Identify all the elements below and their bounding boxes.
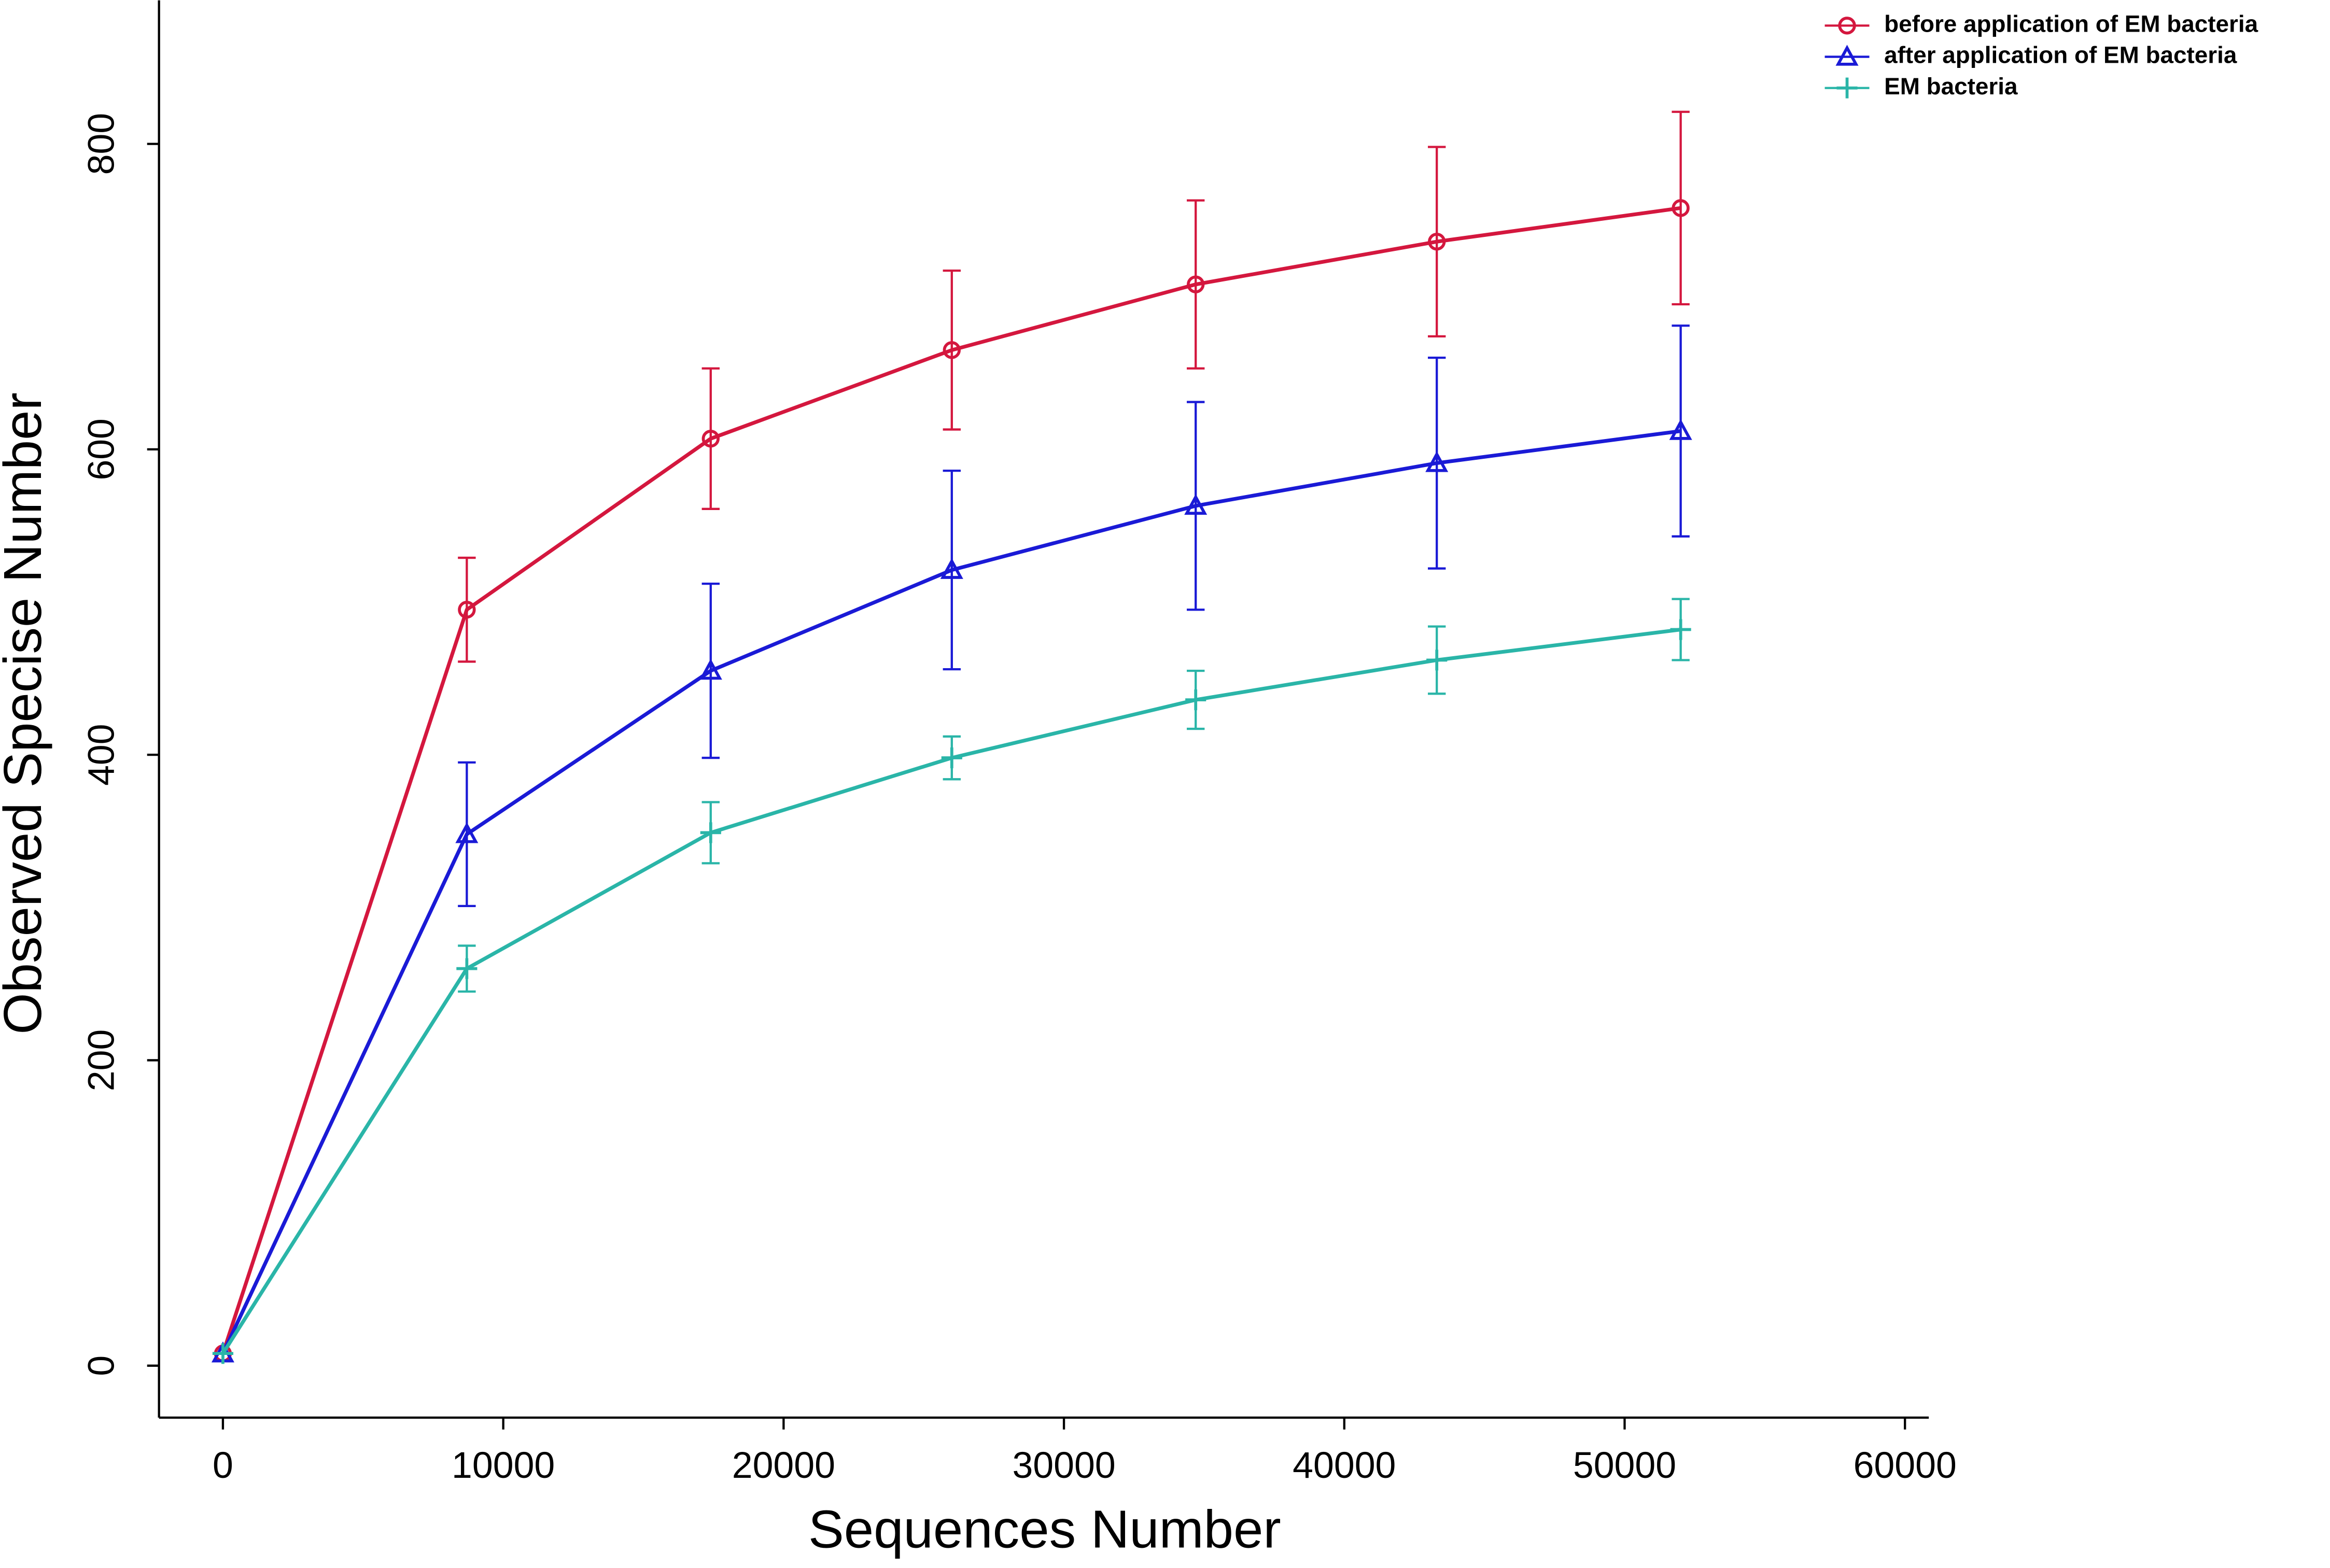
legend-marker (1836, 77, 1858, 98)
error-bar (701, 583, 720, 759)
point (1187, 275, 1205, 293)
point (456, 958, 478, 979)
point (1184, 493, 1208, 515)
error-bar (1428, 356, 1446, 570)
point (940, 558, 963, 579)
error-bar (1187, 199, 1205, 370)
point (1426, 649, 1448, 671)
y-tick-label: 0 (81, 1355, 122, 1376)
point (1670, 619, 1691, 640)
x-tick-label: 20000 (732, 1445, 835, 1486)
error-bar (701, 367, 720, 510)
x-tick-label: 40000 (1293, 1445, 1396, 1486)
point (455, 822, 479, 843)
error-bar (943, 469, 961, 671)
y-axis-label: Observed Specise Number (0, 392, 52, 1034)
point (700, 822, 721, 843)
x-tick-label: 10000 (452, 1445, 555, 1486)
legend-marker (1835, 45, 1859, 66)
error-bar (1672, 324, 1690, 538)
point (1185, 689, 1206, 711)
legend-label: EM bacteria (1884, 73, 2018, 100)
point (1428, 232, 1446, 251)
legend-label: after application of EM bacteria (1884, 41, 2237, 68)
legend-marker (1838, 17, 1856, 35)
point (1669, 419, 1692, 440)
point (699, 658, 722, 680)
point (701, 430, 720, 448)
y-tick-label: 800 (81, 113, 122, 175)
error-bar (1428, 146, 1446, 337)
x-tick-label: 50000 (1573, 1445, 1676, 1486)
x-axis-label: Sequences Number (808, 1500, 1281, 1559)
point (943, 341, 961, 359)
point (1672, 199, 1690, 217)
y-tick-label: 200 (81, 1029, 122, 1092)
legend-label: before application of EM bacteria (1884, 10, 2258, 37)
x-tick-label: 0 (213, 1445, 233, 1486)
error-bar (943, 270, 961, 431)
point (941, 747, 962, 769)
x-tick-label: 30000 (1012, 1445, 1115, 1486)
point (212, 1343, 234, 1364)
error-bar (1672, 110, 1690, 306)
error-bar (458, 761, 476, 907)
point (1425, 451, 1449, 472)
point (458, 601, 476, 619)
y-tick-label: 400 (81, 724, 122, 786)
x-tick-label: 60000 (1854, 1445, 1957, 1486)
y-tick-label: 600 (81, 418, 122, 481)
error-bar (1187, 401, 1205, 611)
error-bar (458, 556, 476, 663)
